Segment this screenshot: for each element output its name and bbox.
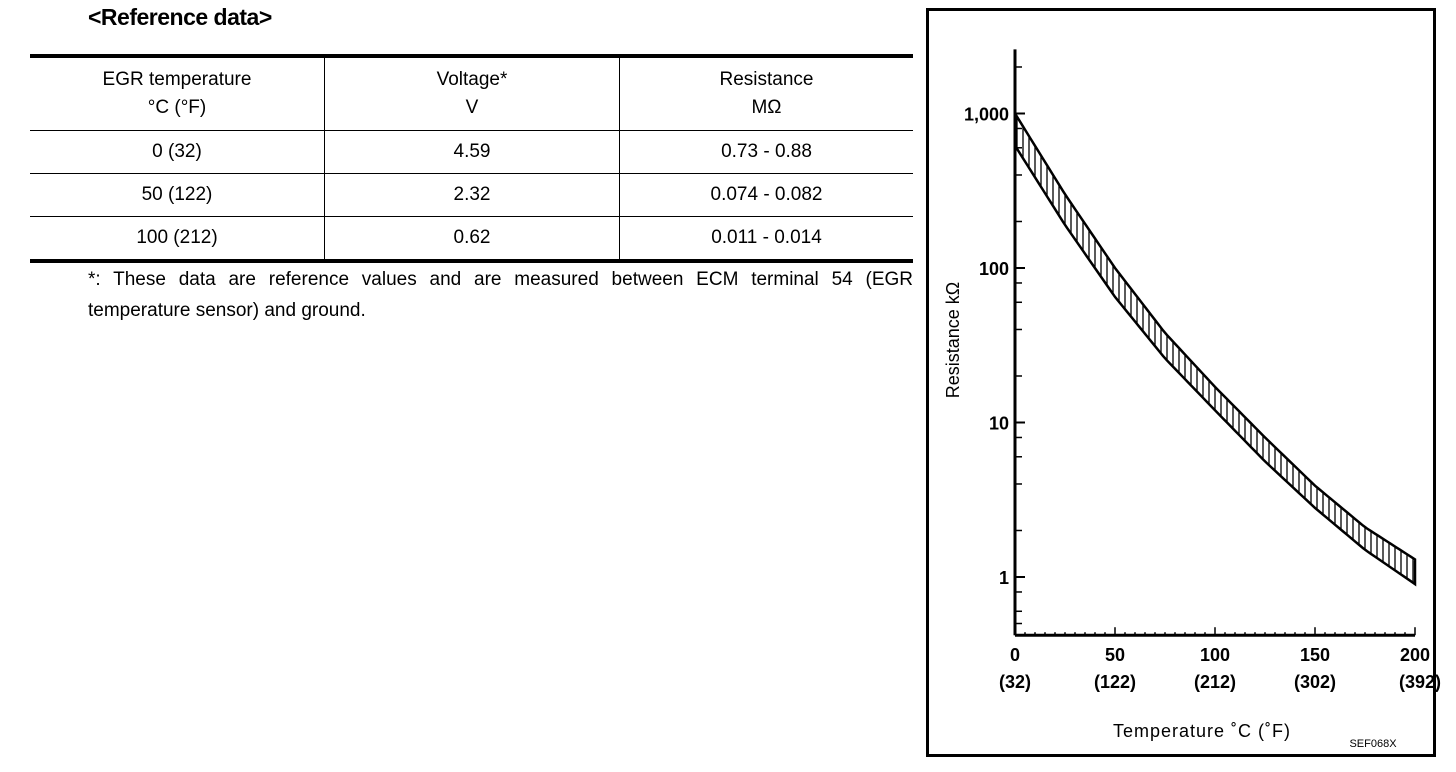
x-tick-label: 150 bbox=[1300, 645, 1330, 665]
cell-resistance: 0.074 - 0.082 bbox=[619, 173, 913, 217]
x-tick-sublabel: (392) bbox=[1399, 672, 1441, 692]
header-unit: MΩ bbox=[751, 97, 782, 118]
x-tick-label: 100 bbox=[1200, 645, 1230, 665]
y-tick-label: 100 bbox=[979, 259, 1009, 279]
x-tick-label: 0 bbox=[1010, 645, 1020, 665]
figure-code: SEF068X bbox=[1349, 738, 1397, 750]
table-header-row: EGR temperature °C (°F) Voltage* V Resista… bbox=[30, 56, 913, 131]
cell-voltage: 4.59 bbox=[324, 130, 620, 174]
x-tick-sublabel: (212) bbox=[1194, 672, 1236, 692]
header-resistance: Resistance MΩ bbox=[619, 56, 913, 131]
cell-voltage: 0.62 bbox=[324, 216, 620, 261]
page-title: <Reference data> bbox=[88, 4, 272, 30]
header-label: EGR temperature bbox=[102, 69, 252, 90]
x-tick-label: 200 bbox=[1400, 645, 1430, 665]
chart-frame bbox=[926, 8, 1436, 757]
cell-temperature: 50 (122) bbox=[30, 173, 325, 217]
x-axis-label: Temperature ˚C (˚F) bbox=[1113, 721, 1291, 741]
cell-temperature: 100 (212) bbox=[136, 227, 218, 248]
header-unit: V bbox=[465, 97, 479, 118]
y-tick-label: 1,000 bbox=[964, 105, 1009, 125]
header-voltage: Voltage* V bbox=[324, 56, 620, 131]
header-unit: °C (°F) bbox=[147, 97, 207, 118]
header-temperature: EGR temperature °C (°F) bbox=[30, 56, 325, 131]
x-tick-sublabel: (122) bbox=[1094, 672, 1136, 692]
header-label: Resistance bbox=[719, 69, 814, 90]
y-tick-label: 1 bbox=[999, 568, 1009, 588]
reference-data-table: EGR temperature °C (°F) Voltage* V Resista… bbox=[30, 54, 913, 263]
y-tick-label: 10 bbox=[989, 414, 1009, 434]
table-row: 100 (212) 0.62 0.011 - 0.014 bbox=[30, 216, 913, 261]
x-tick-sublabel: (32) bbox=[999, 672, 1031, 692]
x-tick-label: 50 bbox=[1105, 645, 1125, 665]
cell-temperature: 0 (32) bbox=[30, 130, 325, 174]
x-tick-sublabel: (302) bbox=[1294, 672, 1336, 692]
footnote: *: These data are reference values and a… bbox=[88, 269, 913, 321]
cell-voltage: 2.32 bbox=[324, 173, 620, 217]
table-row: 0 (32) 4.59 0.73 - 0.88 bbox=[30, 130, 913, 174]
table-row: 50 (122) 2.32 0.074 - 0.082 bbox=[30, 173, 913, 217]
cell-resistance: 0.011 - 0.014 bbox=[619, 216, 913, 261]
y-axis-label: Resistance kΩ bbox=[943, 282, 963, 399]
cell-resistance: 0.73 - 0.88 bbox=[619, 130, 913, 174]
resistance-band bbox=[1013, 109, 1417, 587]
header-label: Voltage* bbox=[436, 69, 508, 90]
